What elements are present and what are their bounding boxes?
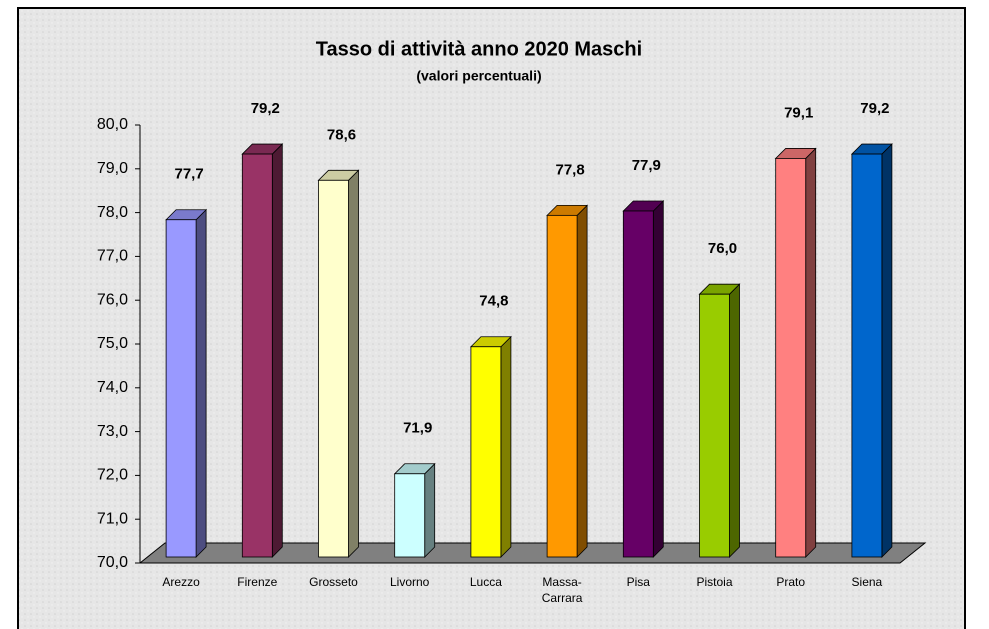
y-tick-label: 76,0 (97, 291, 128, 308)
data-label: 71,9 (403, 420, 432, 437)
bar-side (881, 143, 893, 558)
y-tick-label: 78,0 (97, 204, 128, 221)
bar-side (652, 200, 664, 558)
bar-side (424, 462, 436, 558)
x-tick-label: Grosseto (309, 575, 358, 589)
x-tick-label: Siena (851, 575, 883, 589)
bar-side (271, 143, 283, 558)
bar-side (576, 204, 588, 558)
y-tick-label: 72,0 (97, 467, 128, 484)
data-label: 78,6 (327, 126, 356, 143)
y-tick-label: 71,0 (97, 510, 128, 527)
bar (546, 214, 578, 558)
chart-title: Tasso di attività anno 2020 Maschi (316, 38, 642, 60)
data-label: 77,9 (632, 157, 661, 174)
y-tick-label: 73,0 (97, 423, 128, 440)
bar-side (805, 147, 817, 558)
data-label: 79,2 (251, 100, 280, 117)
data-label: 79,2 (860, 100, 889, 117)
bar (165, 219, 197, 558)
x-tick-label: Massa-Carrara (541, 575, 583, 605)
data-label: 76,0 (708, 240, 737, 257)
data-label: 77,8 (555, 161, 584, 178)
y-tick-label: 70,0 (97, 554, 128, 571)
bar (470, 346, 502, 558)
y-tick-label: 74,0 (97, 379, 128, 396)
data-label: 79,1 (784, 104, 813, 121)
y-tick-label: 75,0 (97, 335, 128, 352)
y-tick-label: 77,0 (97, 248, 128, 265)
data-label: 77,7 (174, 166, 203, 183)
bar (318, 179, 349, 558)
bar-side (195, 208, 207, 558)
bar-side (500, 335, 512, 558)
x-tick-label: Arezzo (162, 575, 200, 589)
bar (699, 293, 730, 558)
bar-side (729, 283, 740, 558)
x-tick-label: Pisa (626, 575, 650, 589)
bar (241, 153, 273, 558)
bar (775, 158, 807, 558)
x-tick-label: Prato (776, 575, 806, 589)
bar (394, 473, 426, 558)
x-tick-label: Pistoia (696, 575, 733, 589)
bar (851, 153, 883, 558)
y-tick-label: 79,0 (97, 160, 128, 177)
chart-subtitle: (valori percentuali) (416, 68, 541, 84)
bar (622, 210, 654, 558)
data-label: 74,8 (479, 293, 508, 310)
y-tick-label: 80,0 (97, 116, 128, 133)
x-tick-label: Lucca (469, 575, 502, 589)
bar-side (348, 169, 359, 558)
x-tick-label: Firenze (237, 575, 278, 589)
x-tick-label: Livorno (390, 575, 430, 589)
